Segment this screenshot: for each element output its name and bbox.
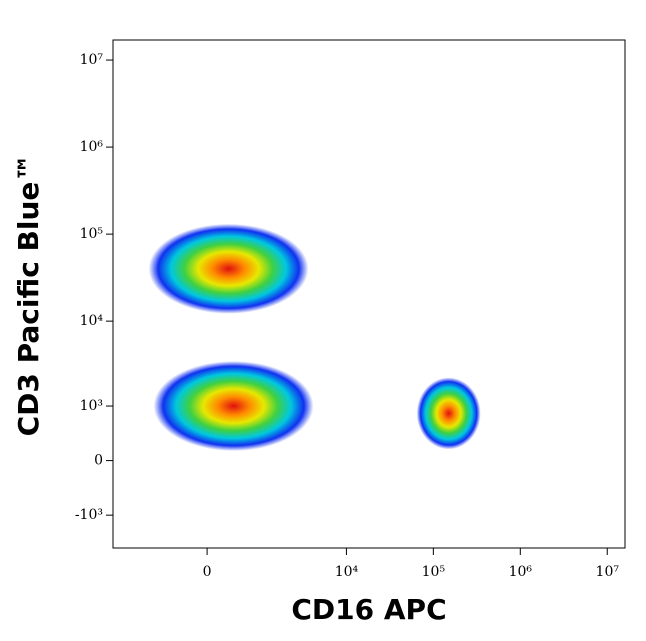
population-density [153, 361, 314, 452]
x-tick-label: 0 [203, 564, 212, 580]
y-tick-label: 10⁶ [80, 139, 104, 155]
population-density [416, 377, 481, 450]
x-tick-label: 10⁷ [596, 564, 620, 580]
y-tick-label: -10³ [75, 507, 103, 523]
x-axis-title: CD16 APC [291, 593, 446, 626]
x-tick-label: 10⁴ [335, 564, 359, 580]
plot-frame [112, 39, 626, 549]
y-tick-label: 0 [94, 453, 103, 469]
y-axis-title: CD3 Pacific Blue™ [12, 154, 45, 437]
y-tick-label: 10⁴ [80, 313, 104, 329]
y-tick-label: 10³ [80, 398, 103, 414]
x-tick-label: 10⁵ [422, 564, 446, 580]
x-tick-label: 10⁶ [509, 564, 533, 580]
y-tick-label: 10⁵ [80, 226, 104, 242]
y-tick-label: 10⁷ [80, 52, 104, 68]
population-density [148, 223, 309, 314]
